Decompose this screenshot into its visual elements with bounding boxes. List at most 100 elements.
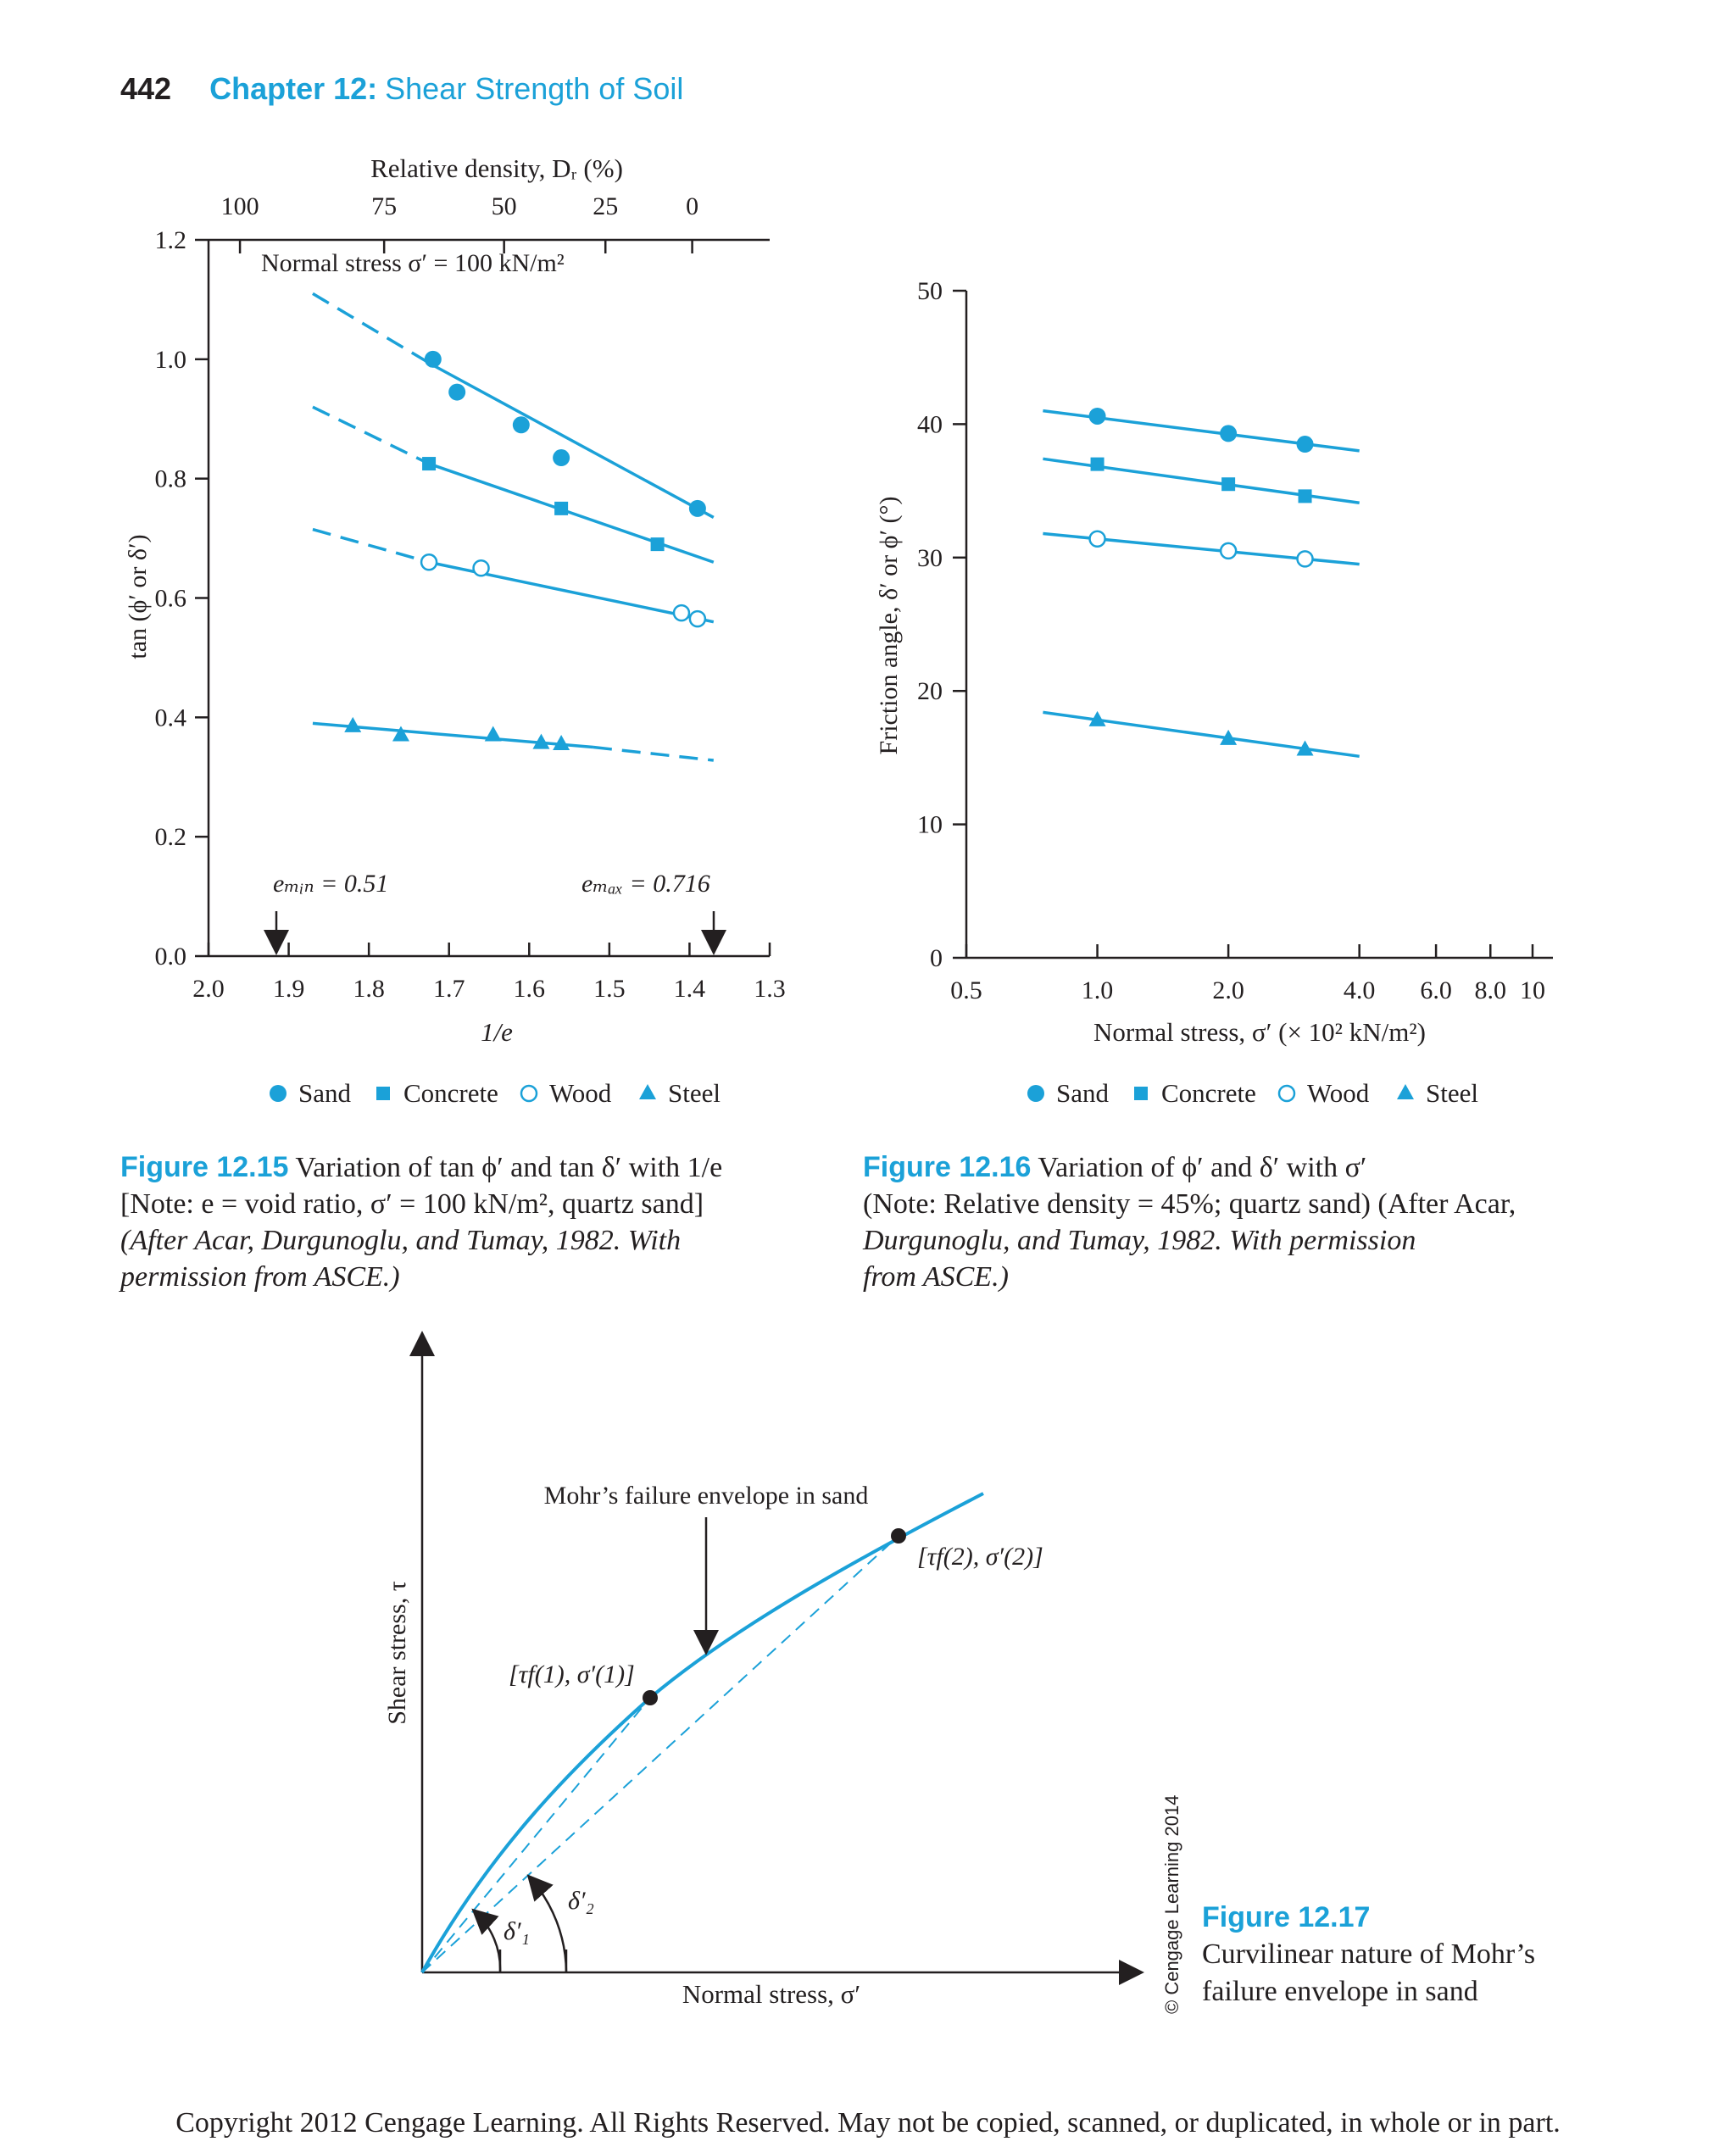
fig15-steel-point	[484, 726, 502, 742]
fig15-y-tick-label: 0.2	[155, 823, 187, 851]
fig15-concrete-point	[650, 537, 665, 552]
fig17-secant-2	[421, 1535, 899, 1973]
fig15-concrete-point	[422, 457, 437, 471]
fig16-legend-label-concrete: Concrete	[1161, 1078, 1256, 1108]
fig15-sand-line	[431, 364, 715, 519]
fig15-wood-line	[428, 560, 715, 624]
page-number: 442	[120, 71, 172, 106]
fig15-steel-line	[312, 721, 594, 749]
fig15-y-tick-label: 0.8	[155, 465, 187, 493]
fig15-caption-line3: (After Acar, Durgunoglu, and Tumay, 1982…	[120, 1225, 682, 1256]
fig16-steel-point	[1220, 729, 1238, 745]
fig16-x-tick-label: 10	[1520, 976, 1545, 1004]
fig15-wood-point	[672, 603, 691, 622]
fig16-y-tick-label: 40	[917, 410, 943, 438]
fig16-sand-point	[1088, 407, 1106, 425]
fig15-x-tick-label: 1.6	[514, 975, 546, 1003]
fig16-steel-point	[1296, 740, 1314, 756]
fig16-x-tick-label: 8.0	[1474, 976, 1506, 1004]
fig16-plot	[1043, 407, 1360, 759]
fig15-sand-point	[512, 416, 530, 434]
fig15-legend-marker-concrete	[376, 1087, 390, 1100]
fig15-legend-label-concrete: Concrete	[403, 1078, 498, 1108]
fig15-x-tick-label: 1.9	[273, 975, 305, 1003]
fig16-wood-point	[1296, 550, 1314, 568]
page-header: 442 Chapter 12: Shear Strength of Soil	[120, 71, 683, 107]
fig15-x-tick-label: 1.3	[754, 975, 786, 1003]
fig16-x-tick-label: 0.5	[950, 976, 982, 1004]
fig15-sand-point	[688, 499, 706, 517]
fig15-caption-line2: [Note: e = void ratio, σ′ = 100 kN/m², q…	[120, 1188, 704, 1220]
fig16-caption-line1: Variation of ϕ′ and δ′ with σ′	[1038, 1152, 1367, 1183]
fig15-sand-point	[553, 449, 570, 467]
fig16-steel-line	[1043, 710, 1360, 759]
fig16-legend-marker-steel	[1397, 1084, 1414, 1099]
fig17-envelope-label: Mohr’s failure envelope in sand	[544, 1482, 869, 1510]
fig15-y-tick-label: 1.2	[155, 226, 187, 254]
fig16-wood-point	[1088, 530, 1106, 548]
fig17-envelope-curve	[420, 1492, 984, 1973]
fig17-delta2: δ′₂	[568, 1887, 594, 1915]
fig15-steel-point	[553, 735, 570, 751]
fig16-concrete-point	[1090, 457, 1104, 471]
fig15-legend-marker-wood	[520, 1084, 538, 1103]
chapter-title: Shear Strength of Soil	[385, 71, 684, 106]
fig16-legend-label-wood: Wood	[1307, 1078, 1370, 1108]
fig15-ylabel: tan (ϕ′ or δ′)	[124, 534, 152, 659]
fig15-wood-dashed-line	[312, 527, 430, 564]
fig15-y-tick-label: 0.4	[155, 704, 187, 731]
fig16-sand-point	[1220, 425, 1238, 442]
fig17-angle-arc-1	[471, 1908, 502, 1973]
fig15-annotation: Normal stress σ′ = 100 kN/m²	[261, 249, 565, 277]
fig15-top-tick-label: 100	[221, 192, 259, 220]
fig16-sand-point	[1296, 436, 1314, 453]
fig16-ticks: 0.5 1.0 2.0 4.0 6.0 8.0 10 0 10 20 30 40 50	[917, 277, 1545, 1004]
fig16-caption-line2: (Note: Relative density = 45%; quartz sa…	[863, 1188, 1516, 1220]
legends: Sand Concrete Wood Steel Sand Concrete Wood Ste…	[270, 1078, 1478, 1108]
fig15-top-tick-label: 0	[686, 192, 698, 220]
fig16-caption-label: Figure 12.16	[863, 1151, 1032, 1183]
fig17-angle-arc-2	[526, 1874, 568, 1973]
fig15-axes	[207, 238, 770, 958]
fig16-x-tick-label: 2.0	[1212, 976, 1244, 1004]
fig17-caption: Figure 12.17 Curvilinear nature of Mohr’…	[1202, 1899, 1535, 2011]
fig17-point2-label: [τf(2), σ′(2)]	[917, 1543, 1043, 1571]
fig16-legend-marker-concrete	[1134, 1087, 1148, 1100]
fig16-y-tick-label: 10	[917, 811, 943, 839]
fig16-legend-label-sand: Sand	[1056, 1078, 1110, 1108]
fig16-concrete-line	[1043, 457, 1360, 504]
fig17-point-1	[643, 1690, 658, 1705]
fig15-concrete-dashed-line	[312, 405, 430, 465]
fig16-steel-point	[1088, 710, 1106, 726]
fig15-xlabel: 1/e	[481, 1017, 513, 1047]
fig17-point-2	[891, 1528, 906, 1544]
fig15-caption-line4: permission from ASCE.)	[120, 1261, 400, 1293]
fig15-top-tick-label: 25	[593, 192, 618, 220]
fig17-watermark: © Cengage Learning 2014	[1161, 1794, 1182, 2014]
fig16-y-tick-label: 20	[917, 677, 943, 705]
fig15-legend-label-sand: Sand	[298, 1078, 352, 1108]
fig16-legend-marker-wood	[1277, 1084, 1296, 1103]
fig15-x-tick-label: 1.7	[433, 975, 465, 1003]
fig16-y-tick-label: 50	[917, 277, 943, 305]
fig15-concrete-line	[428, 462, 715, 564]
fig15-caption-label: Figure 12.15	[120, 1151, 289, 1183]
fig16-x-tick-label: 1.0	[1082, 976, 1114, 1004]
fig17-ylabel: Shear stress, τ	[383, 1581, 411, 1725]
fig15-caption-line1: Variation of tan ϕ′ and tan δ′ with 1/e	[295, 1152, 723, 1183]
fig17-caption-line1: Curvilinear nature of Mohr’s	[1202, 1938, 1536, 1970]
fig16-axes	[965, 291, 1553, 959]
fig17-xlabel: Normal stress, σ′	[682, 1979, 860, 2009]
fig17-delta1: δ′₁	[504, 1917, 530, 1945]
fig15-top-tick-label: 50	[492, 192, 517, 220]
fig17-secant-1	[421, 1697, 651, 1973]
fig16-xlabel: Normal stress, σ′ (× 10² kN/m²)	[1093, 1017, 1426, 1047]
fig15-caption: Figure 12.15 Variation of tan ϕ′ and tan…	[120, 1149, 815, 1295]
fig15-wood-point	[420, 553, 438, 571]
fig17-caption-label: Figure 12.17	[1202, 1901, 1371, 1933]
fig15-x-tick-label: 1.5	[593, 975, 626, 1003]
fig16-wood-point	[1219, 542, 1238, 560]
fig16-caption-line4: from ASCE.)	[863, 1261, 1009, 1293]
fig15-sand-point	[448, 383, 466, 401]
